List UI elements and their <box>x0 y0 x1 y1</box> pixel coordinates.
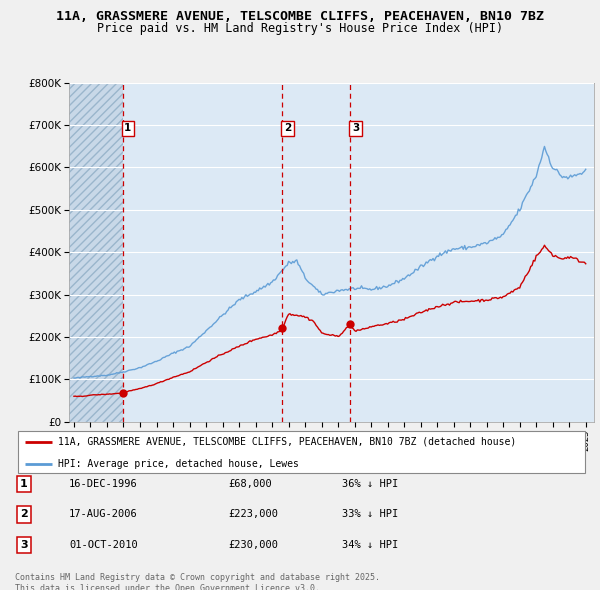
Text: 11A, GRASSMERE AVENUE, TELSCOMBE CLIFFS, PEACEHAVEN, BN10 7BZ (detached house): 11A, GRASSMERE AVENUE, TELSCOMBE CLIFFS,… <box>58 437 516 447</box>
Text: £230,000: £230,000 <box>228 540 278 550</box>
Text: 1: 1 <box>124 123 131 133</box>
Text: 01-OCT-2010: 01-OCT-2010 <box>69 540 138 550</box>
Text: 36% ↓ HPI: 36% ↓ HPI <box>342 479 398 489</box>
Text: 3: 3 <box>352 123 359 133</box>
Text: 1: 1 <box>20 479 28 489</box>
Text: £223,000: £223,000 <box>228 510 278 519</box>
Text: 11A, GRASSMERE AVENUE, TELSCOMBE CLIFFS, PEACEHAVEN, BN10 7BZ: 11A, GRASSMERE AVENUE, TELSCOMBE CLIFFS,… <box>56 10 544 23</box>
Text: 3: 3 <box>20 540 28 550</box>
Text: £68,000: £68,000 <box>228 479 272 489</box>
Text: 2: 2 <box>20 510 28 519</box>
Text: 33% ↓ HPI: 33% ↓ HPI <box>342 510 398 519</box>
Text: Contains HM Land Registry data © Crown copyright and database right 2025.
This d: Contains HM Land Registry data © Crown c… <box>15 573 380 590</box>
FancyBboxPatch shape <box>18 431 585 473</box>
Text: Price paid vs. HM Land Registry's House Price Index (HPI): Price paid vs. HM Land Registry's House … <box>97 22 503 35</box>
Text: 17-AUG-2006: 17-AUG-2006 <box>69 510 138 519</box>
Text: 34% ↓ HPI: 34% ↓ HPI <box>342 540 398 550</box>
Text: 2: 2 <box>284 123 291 133</box>
Text: 16-DEC-1996: 16-DEC-1996 <box>69 479 138 489</box>
Text: HPI: Average price, detached house, Lewes: HPI: Average price, detached house, Lewe… <box>58 458 299 468</box>
Bar <box>69 83 123 422</box>
